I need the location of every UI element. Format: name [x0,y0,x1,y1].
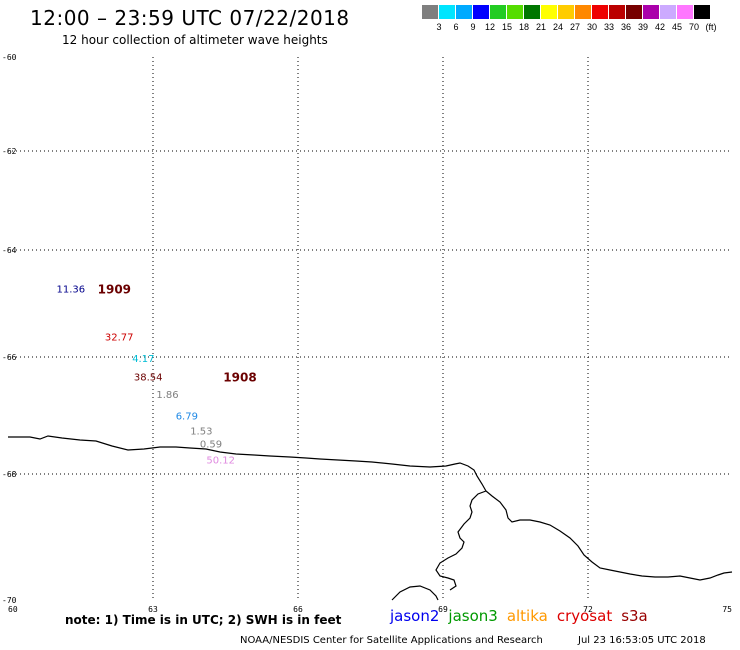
wave-height-label: 38.54 [134,372,163,383]
latitude-tick-label: -60 [2,53,17,62]
color-legend [422,5,711,19]
wave-height-label: 50.12 [206,455,235,466]
time-label: 1909 [98,283,131,297]
generation-timestamp: Jul 23 16:53:05 UTC 2018 [578,635,706,646]
longitude-tick-label: 66 [293,605,303,614]
longitude-tick-label: 63 [148,605,158,614]
coastline-main [8,435,733,581]
legend-swatch [507,5,524,19]
legend-label: 39 [637,22,649,32]
legend-swatch [626,5,643,19]
latitude-tick-label: -62 [2,147,17,156]
color-legend-labels: 3 6 9 12 15 18 21 24 27 30 33 36 39 42 45 70 (ft) [422,22,740,34]
map-subtitle: 12 hour collection of altimeter wave hei… [62,33,328,47]
legend-swatch [490,5,507,19]
legend-label: 15 [501,22,513,32]
coastline-bay [391,585,439,601]
wave-observations: 11.36 32.77 4.17 38.54 1.86 6.79 1.53 0.59 50.12… [57,283,257,467]
map-title: 12:00 – 23:59 UTC 07/22/2018 [30,6,350,30]
satellite-name: s3a [621,607,648,625]
legend-label: 42 [654,22,666,32]
wave-height-label: 11.36 [57,285,86,296]
wave-height-label: 1.86 [156,390,178,401]
legend-swatch [660,5,677,19]
time-label: 1908 [223,370,256,384]
legend-label: 33 [603,22,615,32]
legend-swatch [422,5,439,19]
wave-height-label: 32.77 [105,333,134,344]
legend-swatch [575,5,592,19]
legend-label: 6 [453,22,459,32]
legend-label: 27 [569,22,581,32]
legend-swatch [643,5,660,19]
legend-label: (ft) [705,22,717,32]
wave-height-label: 0.59 [200,440,222,451]
satellite-name: cryosat [556,607,613,625]
satellite-name: altika [506,607,548,625]
legend-label: 21 [535,22,547,32]
legend-label: 12 [484,22,496,32]
satellite-legend: jason2 jason3 altika cryosat s3a [390,607,657,625]
legend-label: 45 [671,22,683,32]
longitude-tick-label: 60 [8,605,18,614]
wave-height-label: 1.53 [190,427,212,438]
legend-label: 70 [688,22,700,32]
legend-swatch [541,5,558,19]
legend-swatch [456,5,473,19]
credit-line: NOAA/NESDIS Center for Satellite Applica… [240,635,543,646]
satellite-name: jason2 [390,607,440,625]
legend-swatch [439,5,456,19]
coastline [8,435,733,601]
footnote: note: 1) Time is in UTC; 2) SWH is in fe… [65,613,342,627]
legend-label: 36 [620,22,632,32]
legend-label: 24 [552,22,564,32]
legend-swatch [473,5,490,19]
legend-label: 3 [436,22,442,32]
legend-label: 18 [518,22,530,32]
legend-label: 9 [470,22,476,32]
latitude-tick-label: -64 [2,246,17,255]
legend-swatch [524,5,541,19]
latitude-tick-label: -68 [2,470,17,479]
satellite-name: jason3 [448,607,498,625]
coastline-inlet [435,490,487,591]
latitude-tick-label: -66 [2,353,17,362]
legend-swatch [558,5,575,19]
longitude-tick-label: 75 [722,605,732,614]
legend-swatch [677,5,694,19]
wave-height-label: 6.79 [176,412,198,423]
wave-height-label: 4.17 [132,354,154,365]
legend-swatch [694,5,711,19]
longitude-tick-label: 72 [583,605,593,614]
longitude-tick-label: 69 [438,605,448,614]
legend-swatch [609,5,626,19]
latitude-tick-label: -70 [2,596,17,605]
legend-swatch [592,5,609,19]
legend-label: 30 [586,22,598,32]
